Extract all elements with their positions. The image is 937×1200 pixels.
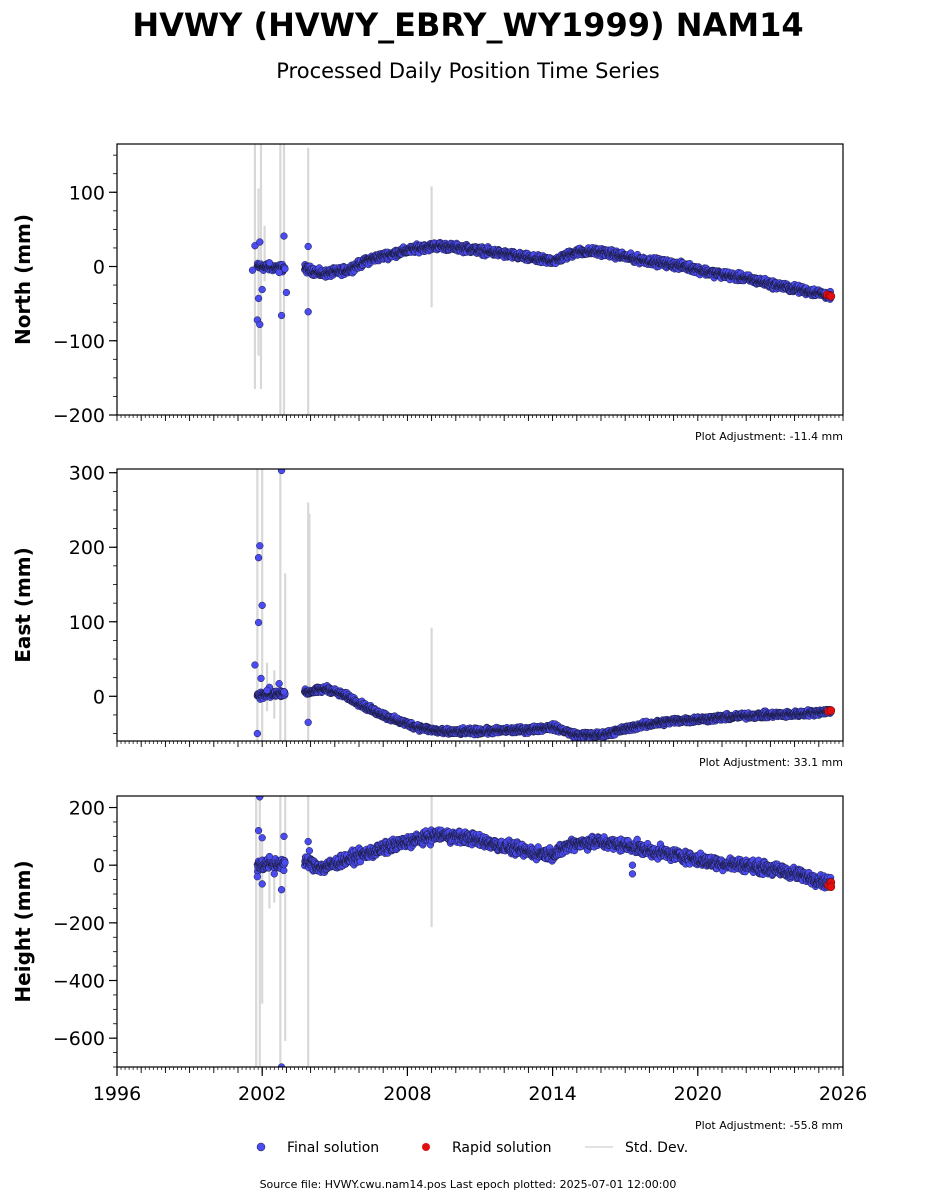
final-solution-point xyxy=(253,729,262,738)
plot-area xyxy=(251,469,836,741)
rapid-solution-point xyxy=(826,291,836,301)
final-solution-point xyxy=(275,268,283,277)
final-solution-point xyxy=(254,294,263,303)
y-tick-label: −200 xyxy=(53,405,105,427)
y-tick-label: 0 xyxy=(93,257,105,279)
final-solution-point xyxy=(257,674,265,683)
y-tick-label: −100 xyxy=(53,331,105,353)
y-tick-label: 300 xyxy=(69,463,105,485)
final-solution-point xyxy=(277,311,286,320)
y-tick-label: 100 xyxy=(69,182,105,204)
final-solution-point xyxy=(254,618,263,627)
final-solution-point xyxy=(275,679,283,688)
final-solution-point xyxy=(281,858,289,867)
final-solution-point xyxy=(258,601,266,610)
plot-area xyxy=(248,144,836,415)
final-solution-point xyxy=(281,265,289,273)
final-solution-point xyxy=(248,266,257,274)
y-axis-label: North (mm) xyxy=(11,214,35,345)
final-solution-point xyxy=(304,308,312,316)
final-solution-point xyxy=(263,686,271,694)
final-solution-point xyxy=(280,232,288,240)
plot-frame xyxy=(116,468,844,742)
final-solution-point xyxy=(304,242,312,251)
y-tick-label: 200 xyxy=(69,537,105,559)
plot-area xyxy=(253,796,836,1067)
final-solution-point xyxy=(280,688,288,696)
y-tick-label: 100 xyxy=(69,612,105,634)
final-solution-point xyxy=(256,542,264,550)
final-solution-point xyxy=(304,718,312,727)
final-solution-point xyxy=(265,259,274,267)
final-solution-point xyxy=(282,288,291,297)
chart-title: HVWY (HVWY_EBRY_WY1999) NAM14 xyxy=(132,6,803,44)
rapid-solution-point xyxy=(826,706,836,715)
north-panel: −200 −100 0 100 North (mm) Plot Adjustment: -… xyxy=(11,143,844,443)
chart-subtitle: Processed Daily Position Time Series xyxy=(276,59,660,83)
plot-adjustment-note: Plot Adjustment: -11.4 mm xyxy=(695,430,843,443)
final-solution-point xyxy=(256,320,264,329)
final-solution-point xyxy=(251,661,259,669)
final-solution-point xyxy=(258,285,266,294)
east-panel: 0 100 200 300 East (mm) Plot Adjustment: 33.1… xyxy=(11,463,844,769)
final-solution-point xyxy=(254,554,263,562)
plot-adjustment-note: Plot Adjustment: 33.1 mm xyxy=(699,756,843,769)
y-axis-label: East (mm) xyxy=(11,547,35,663)
final-solution-point xyxy=(251,242,259,250)
final-solution-point xyxy=(256,238,264,246)
y-tick-label: 0 xyxy=(93,686,105,708)
height-panel: 1996 2002 2008 2014 2020 2026−600−400−2000200… xyxy=(11,795,867,1132)
final-solution-point xyxy=(277,469,286,475)
